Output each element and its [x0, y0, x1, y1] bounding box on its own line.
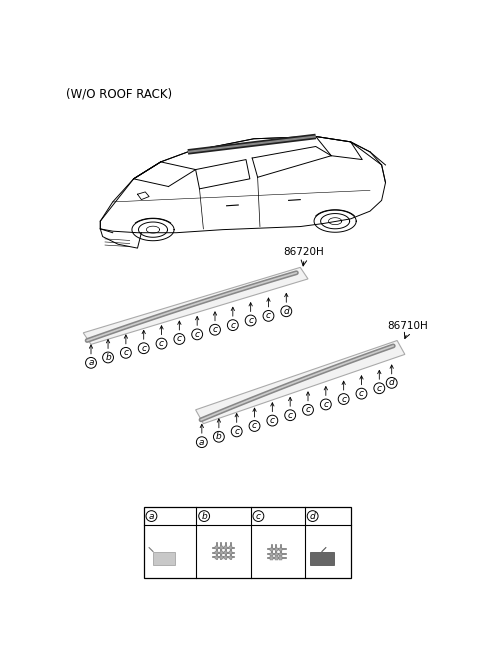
- Text: c: c: [195, 330, 200, 339]
- Circle shape: [228, 319, 238, 331]
- Text: c: c: [377, 384, 382, 393]
- Text: 87218R: 87218R: [150, 536, 182, 545]
- Circle shape: [386, 377, 397, 388]
- Circle shape: [138, 343, 149, 354]
- Text: a: a: [88, 358, 94, 367]
- Text: c: c: [213, 325, 217, 335]
- Circle shape: [249, 420, 260, 432]
- Circle shape: [267, 415, 278, 426]
- Text: c: c: [324, 400, 328, 409]
- Bar: [224, 551, 228, 554]
- Circle shape: [321, 399, 331, 410]
- Circle shape: [103, 352, 113, 363]
- Text: c: c: [234, 427, 239, 436]
- Circle shape: [307, 510, 318, 522]
- Bar: [215, 546, 218, 550]
- Bar: [279, 556, 282, 560]
- Circle shape: [338, 394, 349, 405]
- Bar: [224, 556, 228, 559]
- Text: c: c: [141, 344, 146, 353]
- Text: a: a: [199, 438, 204, 447]
- Text: d: d: [283, 307, 289, 316]
- Circle shape: [174, 334, 185, 344]
- Bar: [229, 551, 232, 554]
- Text: c: c: [359, 389, 364, 398]
- Circle shape: [374, 383, 385, 394]
- Text: d: d: [389, 379, 395, 388]
- Circle shape: [199, 510, 210, 522]
- Text: c: c: [248, 316, 253, 325]
- Bar: [215, 551, 218, 554]
- Text: a: a: [149, 512, 154, 521]
- Polygon shape: [83, 268, 308, 344]
- Text: b: b: [201, 512, 207, 521]
- Text: 86720H: 86720H: [284, 247, 324, 257]
- Bar: [270, 548, 273, 551]
- Circle shape: [285, 410, 296, 420]
- Circle shape: [146, 510, 157, 522]
- Text: 86710H: 86710H: [387, 321, 428, 331]
- Text: 87216X: 87216X: [267, 511, 304, 521]
- Circle shape: [214, 432, 224, 442]
- Text: d: d: [310, 512, 315, 521]
- Text: c: c: [270, 416, 275, 425]
- Bar: [310, 552, 335, 565]
- Circle shape: [120, 348, 132, 358]
- Text: c: c: [256, 512, 261, 521]
- Bar: [275, 552, 278, 556]
- Bar: [279, 552, 282, 556]
- Polygon shape: [196, 340, 405, 424]
- Text: b: b: [216, 432, 222, 441]
- Text: c: c: [252, 422, 257, 430]
- Bar: [270, 556, 273, 560]
- Text: c: c: [341, 394, 346, 403]
- Circle shape: [192, 329, 203, 340]
- Circle shape: [281, 306, 292, 317]
- Text: c: c: [288, 411, 293, 420]
- Bar: [220, 546, 223, 550]
- Bar: [229, 546, 232, 550]
- Text: c: c: [266, 312, 271, 320]
- Circle shape: [156, 338, 167, 349]
- Circle shape: [85, 358, 96, 368]
- Circle shape: [245, 315, 256, 326]
- Bar: [279, 548, 282, 551]
- Text: 87218L: 87218L: [150, 530, 181, 539]
- Bar: [220, 551, 223, 554]
- Text: (W/O ROOF RACK): (W/O ROOF RACK): [66, 88, 172, 101]
- Text: 87219B: 87219B: [310, 530, 342, 539]
- Circle shape: [196, 437, 207, 447]
- Circle shape: [210, 324, 220, 335]
- Text: c: c: [305, 405, 311, 415]
- Bar: [144, 507, 351, 578]
- Bar: [270, 552, 273, 556]
- Text: b: b: [105, 353, 111, 362]
- Bar: [229, 556, 232, 559]
- Bar: [224, 546, 228, 550]
- Circle shape: [231, 426, 242, 437]
- Text: c: c: [230, 321, 235, 329]
- Circle shape: [356, 388, 367, 399]
- Circle shape: [302, 405, 313, 415]
- Bar: [215, 556, 218, 559]
- Text: 87215G: 87215G: [213, 511, 251, 521]
- Text: c: c: [177, 335, 182, 344]
- Circle shape: [263, 310, 274, 321]
- Circle shape: [253, 510, 264, 522]
- Text: c: c: [159, 339, 164, 348]
- Bar: [275, 548, 278, 551]
- Text: 87229B: 87229B: [310, 536, 342, 545]
- Bar: [275, 556, 278, 560]
- Bar: [220, 556, 223, 559]
- Bar: [153, 552, 175, 565]
- Text: c: c: [123, 348, 128, 358]
